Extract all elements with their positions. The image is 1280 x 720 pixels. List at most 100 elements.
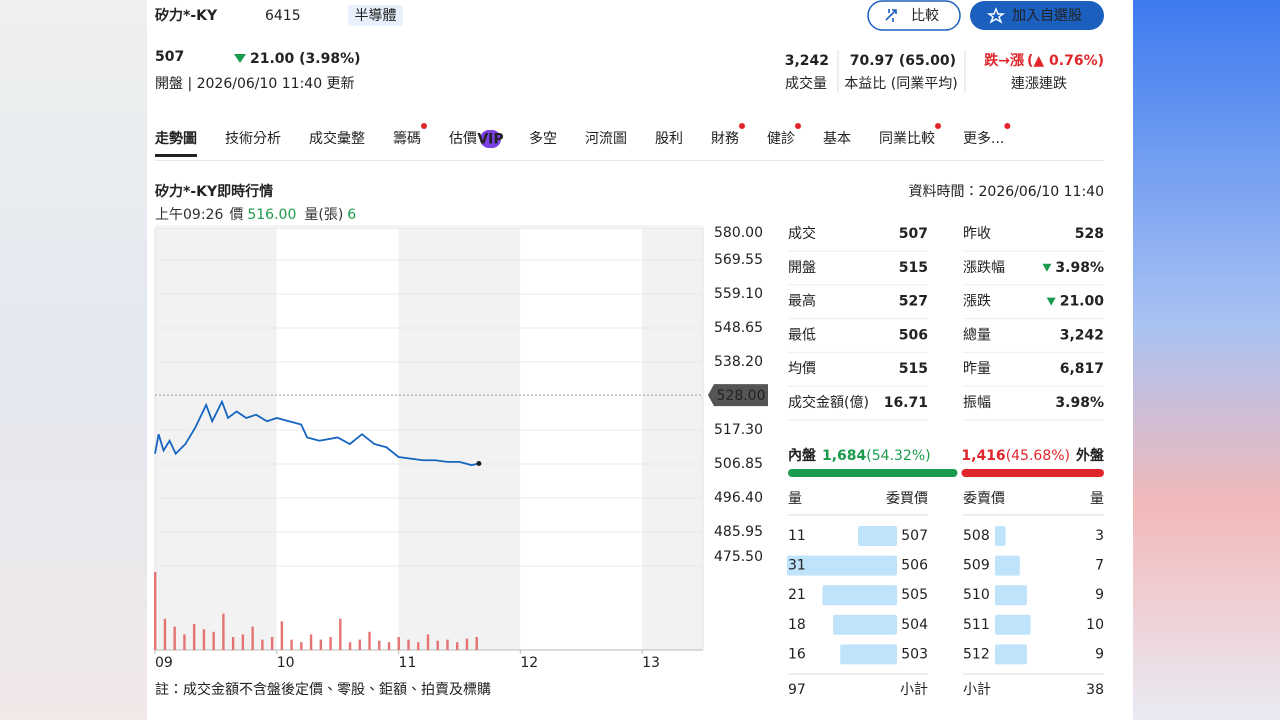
x-tick-label: 10 (277, 655, 295, 671)
volume-bar (192, 624, 196, 650)
tab-label[interactable]: 技術分析 (225, 131, 281, 147)
quote-value: 507 (899, 226, 928, 242)
time-band (642, 228, 703, 650)
backdrop (0, 0, 147, 720)
volume-bar (309, 634, 313, 650)
outer-volume: 1,416(45.68%) 外盤 (961, 447, 1104, 464)
volume-bar (202, 629, 206, 650)
quote-label: 振幅 (963, 395, 991, 411)
tab[interactable]: 股利 (655, 131, 683, 147)
book-header: 量 (788, 491, 802, 507)
y-tick-label: 485.95 (714, 524, 763, 540)
tab[interactable]: 河流圖 (585, 131, 627, 147)
tab[interactable]: 更多... (963, 123, 1011, 147)
quote-label: 均價 (788, 360, 816, 377)
outer-value: 1,416 (961, 448, 1005, 464)
outer-pct: (45.68%) (1006, 448, 1070, 464)
button-label[interactable]: 加入自選股 (1012, 8, 1082, 24)
data-time: 資料時間：2026/06/10 11:40 (909, 184, 1105, 200)
update-time: 開盤 | 2026/06/10 11:40 更新 (155, 76, 355, 92)
volume-bar (407, 639, 410, 650)
button-bg (867, 0, 961, 31)
volume-bar (397, 637, 400, 650)
tab-label[interactable]: 籌碼 (393, 131, 421, 147)
tab[interactable]: 多空 (529, 131, 557, 147)
volume-bar (241, 634, 245, 650)
notice-dot (795, 123, 801, 129)
y-tick-label: 559.10 (714, 286, 763, 302)
button-label[interactable]: 比較 (911, 8, 939, 24)
stat-value: 3,242 (785, 53, 829, 69)
y-tick-label: 538.20 (714, 354, 763, 370)
tab[interactable]: 同業比較 (879, 123, 941, 147)
tab-label[interactable]: 更多... (963, 131, 1004, 147)
compare-button[interactable]: 比較 (867, 0, 961, 31)
tab-label[interactable]: 同業比較 (879, 131, 935, 147)
quote-label: 開盤 (788, 260, 816, 276)
quote-value: 528 (1075, 226, 1104, 242)
bid-qty: 31 (788, 558, 806, 574)
y-tick-label: 580.00 (714, 225, 763, 241)
tab-label[interactable]: 健診 (767, 131, 795, 147)
ask-price: 508 (963, 528, 990, 544)
watchlist-button[interactable]: 加入自選股 (970, 1, 1104, 30)
x-tick-label: 12 (520, 655, 538, 671)
tab-label[interactable]: 走勢圖 (155, 130, 197, 147)
ask-qty: 7 (1095, 558, 1104, 574)
volume-bar (475, 637, 478, 650)
tab[interactable]: 技術分析 (225, 131, 281, 147)
quote-label: 最低 (788, 327, 816, 343)
tab[interactable]: 走勢圖 (155, 130, 197, 157)
down-arrow (1042, 263, 1052, 272)
volume-bar (300, 642, 303, 650)
tab[interactable]: 成交彙整 (309, 130, 365, 147)
y-tick-label: 475.50 (714, 549, 763, 565)
tab[interactable]: 財務 (711, 123, 745, 147)
cursor-volume: 6 (347, 207, 356, 223)
streak: 跌→漲 (984, 53, 1025, 69)
active-underline (155, 154, 197, 157)
time-band (276, 228, 399, 650)
book-header: 量 (1090, 491, 1104, 507)
volume-bar (154, 572, 157, 650)
down-arrow (234, 54, 246, 63)
bid-price: 503 (901, 646, 928, 662)
quote-value: 3.98% (1055, 395, 1104, 411)
outer-bar (961, 469, 1104, 477)
compare-icon (885, 9, 897, 22)
price-change: 21.00 (3.98%) (250, 51, 361, 67)
tab-label[interactable]: 河流圖 (585, 131, 627, 147)
tab-label[interactable]: 估價 (449, 130, 477, 147)
quote-value: 515 (899, 260, 928, 276)
volume-bar (251, 626, 254, 650)
ask-bar (995, 644, 1027, 665)
tab[interactable]: 估價 VIP (449, 130, 504, 148)
quote-value: 515 (899, 361, 928, 377)
tab[interactable]: 健診 (767, 123, 801, 147)
tab-label[interactable]: 基本 (823, 130, 851, 147)
x-tick-label: 09 (155, 655, 173, 671)
inner-pct: (54.32%) (866, 448, 930, 464)
bid-price: 505 (901, 587, 928, 603)
tab-label[interactable]: 成交彙整 (309, 130, 365, 147)
volume-bar (358, 639, 361, 650)
y-tick-label: 569.55 (714, 252, 763, 268)
tab-label[interactable]: 多空 (529, 131, 557, 147)
stock-code: 6415 (265, 8, 301, 24)
stock-name: 矽力*-KY (154, 7, 218, 24)
bid-bar (786, 555, 897, 576)
tab-label[interactable]: 財務 (711, 131, 739, 147)
tab[interactable]: 籌碼 (393, 123, 427, 147)
volume-bar (261, 639, 264, 650)
bid-qty: 11 (788, 528, 806, 544)
quote-value: 6,817 (1060, 361, 1104, 377)
quote-value: 506 (899, 327, 928, 343)
volume-bar (212, 631, 215, 650)
quote-label: 昨收 (963, 226, 991, 242)
bid-qty: 21 (788, 587, 806, 603)
volume-bar (378, 640, 381, 650)
tab-label[interactable]: 股利 (655, 131, 683, 147)
tab[interactable]: 基本 (823, 130, 851, 147)
time-band (155, 228, 277, 650)
cursor-volume-label: 量(張) (304, 207, 343, 223)
